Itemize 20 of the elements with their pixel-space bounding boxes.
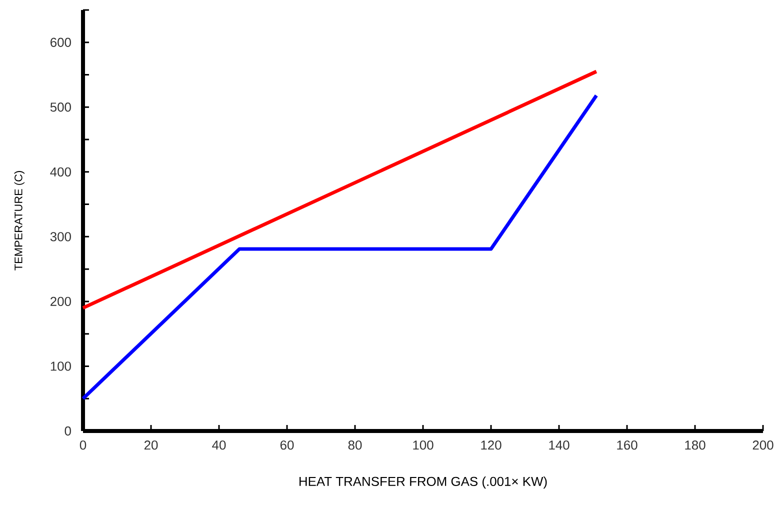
y-tick-label: 600 xyxy=(50,38,71,47)
x-tick-label: 140 xyxy=(549,440,570,450)
x-tick-label: 120 xyxy=(481,440,502,450)
y-tick-label: 300 xyxy=(50,232,71,242)
x-tick-label: 160 xyxy=(617,440,638,450)
x-axis-title: HEAT TRANSFER FROM GAS (.001× KW) xyxy=(300,476,547,489)
x-tick-label: 180 xyxy=(685,440,706,450)
x-tick-label: 40 xyxy=(212,440,226,450)
y-tick-label: 200 xyxy=(50,296,71,306)
x-tick-label: 60 xyxy=(280,440,294,450)
y-axis-title: TEMPERATURE (C) xyxy=(14,171,24,270)
x-tick-label: 200 xyxy=(752,440,774,450)
x-tick-label: 0 xyxy=(80,440,86,450)
x-tick-label: 80 xyxy=(348,440,362,450)
y-tick-label: 500 xyxy=(50,102,71,112)
y-tick-label: 400 xyxy=(50,167,71,176)
x-tick-label: 20 xyxy=(144,440,158,450)
y-tick-label: 100 xyxy=(50,362,71,371)
x-tick-label: 100 xyxy=(413,440,434,450)
y-tick-label: 0 xyxy=(64,426,71,436)
